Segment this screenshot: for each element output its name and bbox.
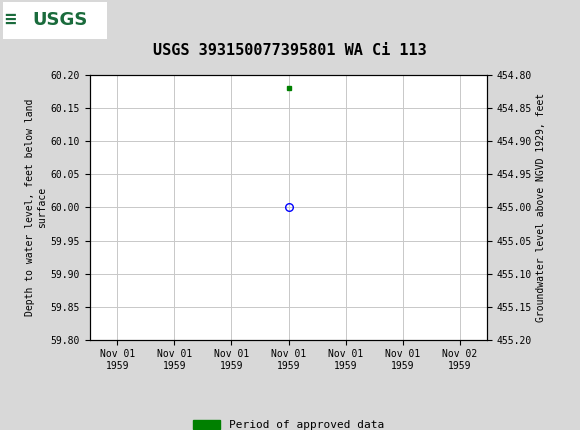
Text: ≡: ≡ [5, 10, 16, 29]
Legend: Period of approved data: Period of approved data [188, 415, 389, 430]
Y-axis label: Groundwater level above NGVD 1929, feet: Groundwater level above NGVD 1929, feet [536, 93, 546, 322]
Text: USGS: USGS [32, 11, 87, 29]
Y-axis label: Depth to water level, feet below land
surface: Depth to water level, feet below land su… [25, 99, 46, 316]
Bar [3, 2, 107, 39]
Text: USGS 393150077395801 WA Ci 113: USGS 393150077395801 WA Ci 113 [153, 43, 427, 58]
